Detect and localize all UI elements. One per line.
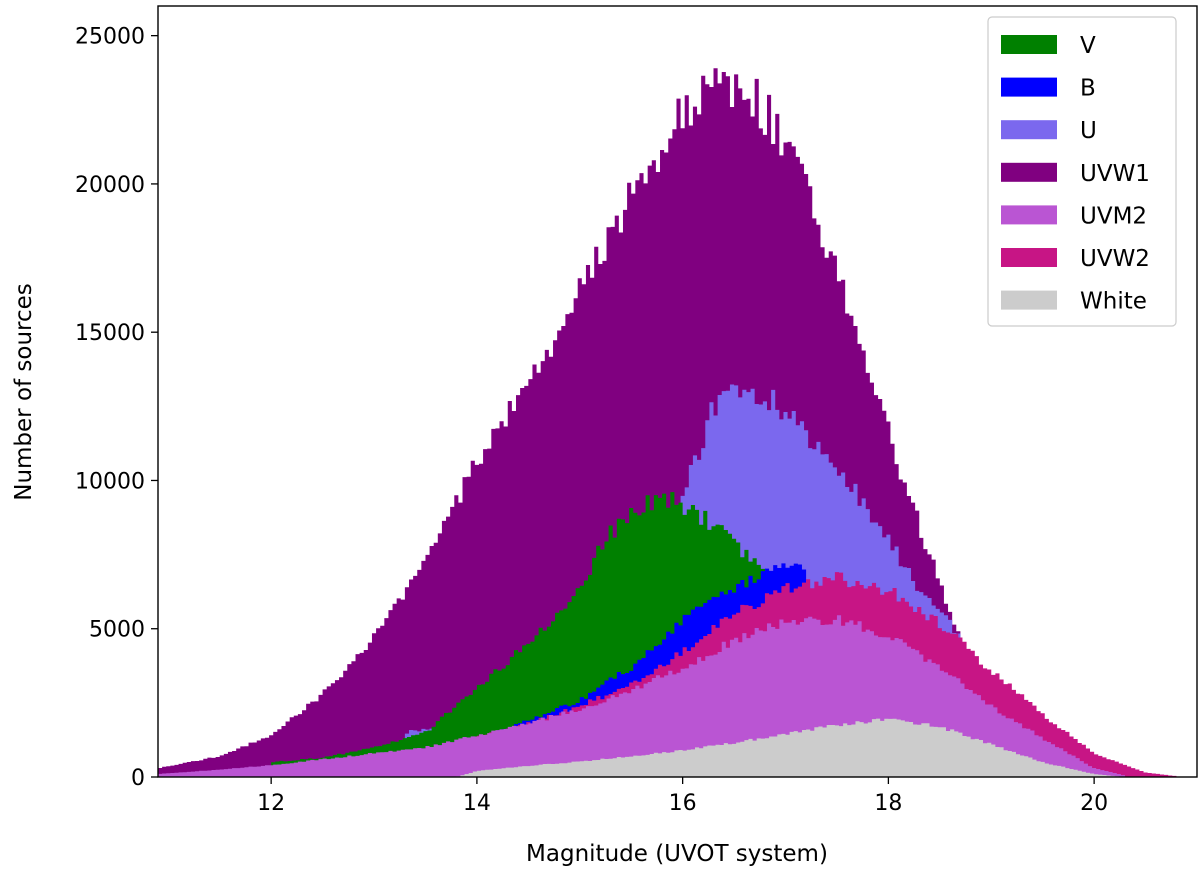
legend-swatch-b bbox=[1001, 77, 1057, 97]
series-white-histogram bbox=[456, 718, 1128, 777]
legend-swatch-uvw2 bbox=[1001, 248, 1057, 267]
y-tick-label: 25000 bbox=[75, 25, 145, 50]
legend-label-u: U bbox=[1080, 118, 1097, 144]
x-axis: 12 14 16 18 20 bbox=[257, 777, 1108, 816]
histogram-series-group bbox=[158, 68, 1181, 777]
legend-swatch-u bbox=[1001, 120, 1057, 140]
legend-label-v: V bbox=[1080, 33, 1096, 59]
legend-label-b: B bbox=[1080, 76, 1096, 102]
legend-label-uvw1: UVW1 bbox=[1080, 161, 1150, 187]
x-tick-label: 20 bbox=[1080, 791, 1108, 816]
legend-swatch-v bbox=[1001, 35, 1057, 54]
x-axis-label: Magnitude (UVOT system) bbox=[526, 841, 828, 867]
x-tick-label: 14 bbox=[463, 791, 491, 816]
y-axis-label: Number of sources bbox=[11, 283, 37, 501]
plot-area bbox=[158, 68, 1181, 777]
x-tick-label: 16 bbox=[669, 791, 697, 816]
y-axis: 0 5000 10000 15000 20000 25000 bbox=[75, 25, 158, 791]
y-tick-label: 10000 bbox=[75, 469, 145, 494]
legend-label-uvw2: UVW2 bbox=[1080, 246, 1150, 272]
legend-label-white: White bbox=[1080, 289, 1147, 315]
legend-swatch-white bbox=[1001, 290, 1057, 310]
x-tick-label: 18 bbox=[874, 791, 902, 816]
y-tick-label: 0 bbox=[131, 766, 145, 791]
x-tick-label: 12 bbox=[257, 791, 285, 816]
y-tick-label: 20000 bbox=[75, 173, 145, 198]
y-tick-label: 5000 bbox=[89, 618, 145, 643]
y-tick-label: 15000 bbox=[75, 321, 145, 346]
legend-swatch-uvm2 bbox=[1001, 205, 1057, 225]
legend: VBU UVW1 UVM2 UVW2 White bbox=[987, 16, 1177, 327]
legend-label-uvm2: UVM2 bbox=[1080, 203, 1147, 229]
legend-swatch-uvw1 bbox=[1001, 162, 1057, 182]
plot-frame bbox=[157, 5, 1198, 778]
